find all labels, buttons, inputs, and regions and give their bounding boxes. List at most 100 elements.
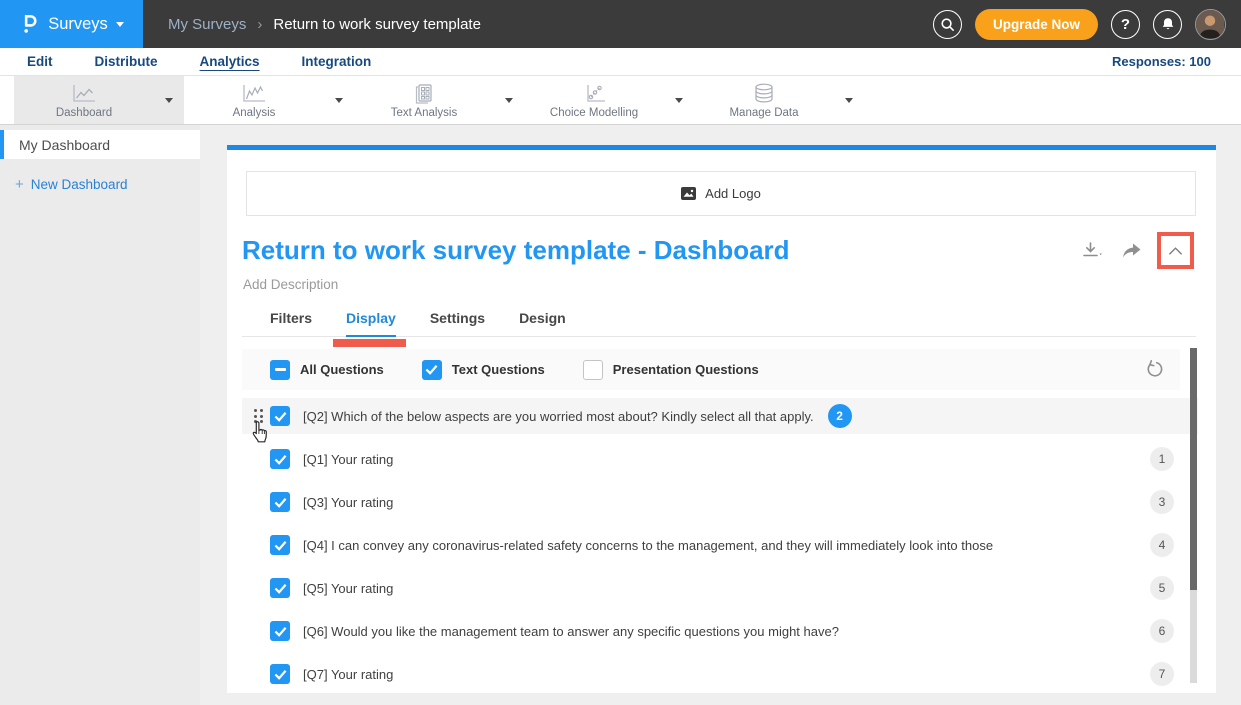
question-q4-order-badge: 4 — [1150, 533, 1174, 557]
filter-text-questions: Text Questions — [421, 359, 545, 380]
content-scrollbar[interactable] — [1190, 348, 1197, 683]
check-icon — [425, 365, 438, 375]
question-q1-label: [Q1] Your rating — [303, 451, 394, 467]
question-q1-checkbox[interactable] — [270, 449, 290, 469]
question-q6-checkbox[interactable] — [270, 621, 290, 641]
question-q6-label: [Q6] Would you like the management team … — [303, 623, 839, 639]
toolbar-dashboard[interactable]: Dashboard — [14, 76, 184, 124]
toolbar-analysis-main[interactable]: Analysis — [184, 76, 324, 124]
toolbar-analysis[interactable]: Analysis — [184, 76, 354, 124]
toolbar-manage-data[interactable]: Manage Data — [694, 76, 864, 124]
chevron-down-icon — [115, 21, 124, 27]
breadcrumb-current-survey: Return to work survey template — [273, 15, 481, 33]
app-logo-surveys-menu[interactable]: Surveys — [0, 0, 143, 48]
question-q1-order-badge: 1 — [1150, 447, 1174, 471]
question-list: [Q2] Which of the below aspects are you … — [242, 398, 1198, 692]
question-q5-checkbox[interactable] — [270, 578, 290, 598]
toolbar-choice-modelling-main[interactable]: Choice Modelling — [524, 76, 664, 124]
nav-analytics[interactable]: Analytics — [199, 54, 260, 69]
main-area: My Dashboard + New Dashboard Add Logo Re… — [0, 125, 1241, 705]
filter-presentation-questions: Presentation Questions — [582, 359, 759, 380]
toolbar-text-analysis-label: Text Analysis — [390, 106, 458, 119]
subnav-links: Edit Distribute Analytics Integration — [27, 54, 371, 69]
toolbar-choice-modelling[interactable]: Choice Modelling — [524, 76, 694, 124]
check-icon — [274, 669, 286, 680]
toolbar-text-analysis[interactable]: Text Analysis — [354, 76, 524, 124]
breadcrumb-separator: › — [257, 15, 263, 33]
text-analysis-icon — [415, 83, 432, 104]
product-name: Surveys — [48, 14, 108, 33]
question-q4-checkbox[interactable] — [270, 535, 290, 555]
question-row-q6: [Q6] Would you like the management team … — [242, 613, 1198, 649]
question-row-q1: [Q1] Your rating 1 — [242, 441, 1198, 477]
question-filter-bar: All Questions Text Questions Presentatio… — [242, 349, 1180, 390]
all-questions-checkbox[interactable] — [270, 359, 290, 380]
breadcrumb-my-surveys[interactable]: My Surveys — [168, 15, 247, 33]
toolbar-analysis-caret[interactable] — [324, 76, 354, 124]
dashboard-actions — [1081, 232, 1194, 269]
question-row-q5: [Q5] Your rating 5 — [242, 570, 1198, 606]
add-description-placeholder[interactable]: Add Description — [243, 277, 339, 292]
filter-all-questions: All Questions — [270, 359, 384, 380]
nav-edit[interactable]: Edit — [27, 54, 53, 69]
toolbar-text-analysis-caret[interactable] — [494, 76, 524, 124]
question-q3-order-badge: 3 — [1150, 490, 1174, 514]
question-q3-label: [Q3] Your rating — [303, 494, 394, 510]
question-q7-checkbox[interactable] — [270, 664, 290, 684]
scrollbar-thumb[interactable] — [1190, 348, 1197, 590]
reset-order-button[interactable] — [1145, 360, 1164, 379]
question-q2-order-badge: 2 — [827, 404, 852, 428]
choice-modelling-icon — [587, 84, 605, 102]
tab-design[interactable]: Design — [519, 310, 566, 326]
toolbar-manage-data-label: Manage Data — [729, 107, 799, 119]
upgrade-now-button[interactable]: Upgrade Now — [974, 8, 1098, 40]
indeterminate-mark — [274, 368, 286, 371]
presentation-questions-checkbox[interactable] — [582, 359, 603, 380]
tab-settings[interactable]: Settings — [429, 310, 486, 326]
text-questions-checkbox[interactable] — [421, 359, 442, 380]
add-logo-button[interactable]: Add Logo — [246, 171, 1196, 216]
toolbar-dashboard-main[interactable]: Dashboard — [14, 76, 154, 124]
search-button[interactable] — [932, 9, 962, 39]
nav-integration[interactable]: Integration — [301, 54, 372, 69]
image-icon — [681, 187, 697, 200]
question-q5-order-badge: 5 — [1150, 576, 1174, 600]
toolbar-text-analysis-main[interactable]: Text Analysis — [354, 76, 494, 124]
new-dashboard-button[interactable]: + New Dashboard — [15, 176, 200, 193]
toolbar-dashboard-caret[interactable] — [154, 76, 184, 124]
nav-distribute[interactable]: Distribute — [94, 54, 158, 69]
drag-handle-icon[interactable] — [254, 409, 263, 423]
tab-filters[interactable]: Filters — [270, 310, 313, 326]
user-avatar[interactable] — [1195, 8, 1226, 40]
question-q7-label: [Q7] Your rating — [303, 666, 394, 682]
toolbar-manage-data-caret[interactable] — [834, 76, 864, 124]
questionpro-logo-icon — [24, 14, 37, 33]
survey-subnav: Edit Distribute Analytics Integration Re… — [0, 48, 1241, 76]
sidebar-item-my-dashboard[interactable]: My Dashboard — [0, 130, 200, 159]
tab-display[interactable]: Display — [346, 310, 396, 337]
database-icon — [755, 83, 773, 103]
question-q3-checkbox[interactable] — [270, 492, 290, 512]
question-row-q3: [Q3] Your rating 3 — [242, 484, 1198, 520]
responses-count[interactable]: Responses: 100 — [1112, 54, 1211, 69]
question-q2-checkbox[interactable] — [270, 406, 290, 426]
question-q2-label: [Q2] Which of the below aspects are you … — [303, 408, 814, 424]
notifications-button[interactable] — [1153, 9, 1182, 39]
question-row-q2: [Q2] Which of the below aspects are you … — [242, 398, 1198, 434]
toolbar-manage-data-main[interactable]: Manage Data — [694, 76, 834, 124]
help-button[interactable]: ? — [1111, 9, 1140, 39]
toolbar-choice-modelling-caret[interactable] — [664, 76, 694, 124]
question-q5-label: [Q5] Your rating — [303, 580, 394, 596]
add-logo-label: Add Logo — [705, 186, 761, 201]
collapse-panel-button-highlighted[interactable] — [1157, 232, 1194, 269]
question-q6-order-badge: 6 — [1150, 619, 1174, 643]
dashboard-title[interactable]: Return to work survey template - Dashboa… — [242, 235, 790, 265]
dashboard-chart-icon — [73, 84, 95, 102]
chevron-down-icon — [845, 97, 853, 103]
dashboard-card: Add Logo Return to work survey template … — [227, 145, 1216, 693]
my-dashboard-label: My Dashboard — [19, 136, 111, 153]
toolbar-analysis-label: Analysis — [232, 106, 276, 119]
download-button[interactable] — [1081, 241, 1105, 261]
share-button[interactable] — [1120, 241, 1142, 261]
